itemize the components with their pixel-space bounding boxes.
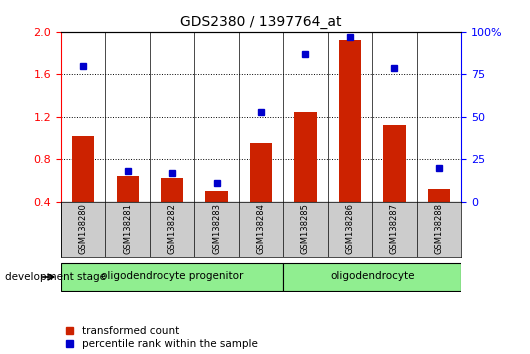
Text: GSM138286: GSM138286 xyxy=(346,204,355,255)
Text: GSM138284: GSM138284 xyxy=(257,204,266,254)
Bar xyxy=(117,176,139,202)
Bar xyxy=(294,112,316,202)
Text: oligodendrocyte progenitor: oligodendrocyte progenitor xyxy=(101,272,243,281)
Title: GDS2380 / 1397764_at: GDS2380 / 1397764_at xyxy=(180,16,342,29)
Text: development stage: development stage xyxy=(5,272,107,282)
Text: oligodendrocyte: oligodendrocyte xyxy=(330,272,414,281)
Text: GSM138287: GSM138287 xyxy=(390,204,399,255)
Bar xyxy=(383,125,405,202)
Text: GSM138285: GSM138285 xyxy=(301,204,310,254)
Bar xyxy=(339,40,361,202)
Legend: transformed count, percentile rank within the sample: transformed count, percentile rank withi… xyxy=(66,326,258,349)
Bar xyxy=(206,191,228,202)
Text: GSM138282: GSM138282 xyxy=(167,204,176,254)
Text: GSM138288: GSM138288 xyxy=(435,204,444,255)
Bar xyxy=(61,263,283,291)
Text: GSM138283: GSM138283 xyxy=(212,204,221,255)
Bar xyxy=(161,178,183,202)
Bar xyxy=(428,189,450,202)
Bar xyxy=(250,143,272,202)
Bar xyxy=(283,263,461,291)
Bar xyxy=(72,136,94,202)
Text: GSM138280: GSM138280 xyxy=(78,204,87,254)
Text: GSM138281: GSM138281 xyxy=(123,204,132,254)
